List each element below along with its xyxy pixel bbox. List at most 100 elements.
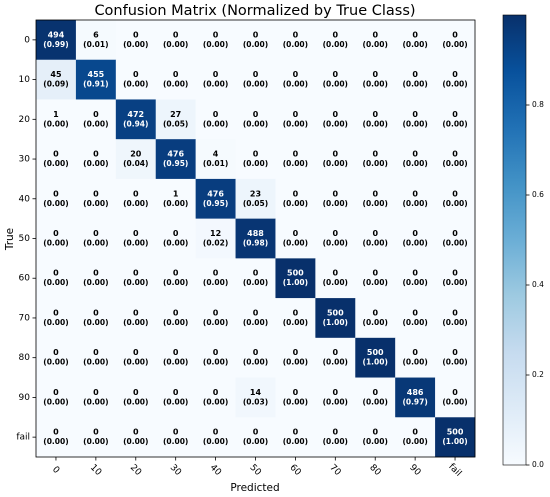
cell [75, 178, 117, 219]
y-tick-label: 90 [19, 393, 31, 403]
cell [235, 99, 276, 140]
cell-count: 0 [53, 150, 59, 159]
cell-normalized: (0.00) [43, 397, 68, 406]
cell-normalized: (0.00) [323, 437, 348, 446]
x-tick-label: 30 [168, 463, 183, 478]
cell [115, 20, 157, 61]
cell-count: 0 [372, 308, 378, 317]
cell-normalized: (0.00) [363, 199, 388, 208]
cell-count: 0 [293, 308, 299, 317]
cell-count: 0 [293, 348, 299, 357]
cell-normalized: (0.00) [243, 358, 268, 367]
cell [435, 139, 476, 180]
cell-count: 0 [412, 308, 418, 317]
cell-count: 0 [213, 308, 219, 317]
cell-count: 0 [293, 150, 299, 159]
cell [315, 178, 356, 219]
cell [36, 178, 77, 219]
cell [395, 377, 436, 418]
cell [235, 258, 276, 299]
cell-count: 0 [372, 428, 378, 437]
cell-normalized: (0.00) [123, 199, 148, 208]
cell-count: 0 [372, 150, 378, 159]
cell-count: 494 [48, 30, 65, 39]
cell-count: 27 [170, 110, 181, 119]
cell-normalized: (0.01) [203, 159, 228, 168]
cell-count: 0 [412, 70, 418, 79]
cell-count: 0 [372, 30, 378, 39]
cell-count: 0 [412, 189, 418, 198]
cell-count: 0 [333, 110, 339, 119]
cell [275, 218, 316, 259]
cell-normalized: (0.00) [402, 159, 427, 168]
cell-count: 500 [287, 269, 304, 278]
cell-normalized: (0.00) [83, 119, 108, 128]
cell-normalized: (0.04) [123, 159, 148, 168]
cell-count: 0 [93, 388, 99, 397]
cell-count: 0 [452, 70, 458, 79]
cell-normalized: (0.00) [363, 437, 388, 446]
cell [435, 178, 476, 219]
cell-normalized: (0.98) [243, 239, 268, 248]
cell-count: 0 [93, 189, 99, 198]
cell-normalized: (0.00) [283, 80, 308, 89]
cell-count: 0 [412, 150, 418, 159]
cell-count: 0 [452, 189, 458, 198]
cell-count: 0 [53, 229, 59, 238]
cell-normalized: (0.00) [323, 80, 348, 89]
cell-count: 0 [333, 388, 339, 397]
cell [115, 298, 157, 339]
cell-normalized: (0.00) [83, 199, 108, 208]
cell-normalized: (0.00) [323, 278, 348, 287]
cell-count: 0 [213, 428, 219, 437]
y-tick-label: 70 [19, 313, 31, 323]
cell-normalized: (0.00) [203, 80, 228, 89]
cell [115, 59, 157, 100]
cell [355, 218, 396, 259]
cell-count: 488 [247, 229, 264, 238]
cell-count: 0 [372, 70, 378, 79]
cell-count: 0 [173, 308, 179, 317]
cell-normalized: (0.03) [243, 397, 268, 406]
cell-normalized: (0.00) [402, 119, 427, 128]
cell-normalized: (0.00) [123, 437, 148, 446]
cell-normalized: (0.00) [402, 199, 427, 208]
cell [195, 258, 236, 299]
cell-normalized: (0.00) [163, 199, 188, 208]
cell [355, 417, 396, 458]
cell-count: 0 [452, 150, 458, 159]
cell-count: 0 [412, 348, 418, 357]
cell-count: 0 [253, 110, 259, 119]
x-tick-label: 20 [128, 463, 143, 478]
cell-count: 0 [213, 388, 219, 397]
cell-count: 0 [333, 269, 339, 278]
cell-normalized: (0.00) [323, 199, 348, 208]
cell-normalized: (0.00) [323, 40, 348, 49]
cell-count: 0 [53, 428, 59, 437]
x-tick-label: 50 [248, 463, 263, 478]
cell-normalized: (0.00) [283, 40, 308, 49]
cell-count: 0 [53, 348, 59, 357]
cell-normalized: (0.00) [363, 119, 388, 128]
cell [155, 377, 196, 418]
cell [355, 139, 396, 180]
cell-count: 0 [293, 70, 299, 79]
cell [435, 218, 476, 259]
cell [275, 337, 316, 378]
cell-count: 0 [333, 70, 339, 79]
cell [235, 20, 276, 61]
cell-count: 0 [133, 189, 139, 198]
cell-normalized: (0.00) [123, 278, 148, 287]
cell-count: 0 [452, 229, 458, 238]
cell-normalized: (0.00) [442, 239, 467, 248]
cell-normalized: (0.00) [243, 437, 268, 446]
cell-normalized: (0.00) [203, 40, 228, 49]
y-tick-label: 20 [19, 115, 31, 125]
cell-normalized: (0.00) [123, 239, 148, 248]
cell-count: 1 [53, 110, 59, 119]
cell-count: 0 [53, 269, 59, 278]
cell-count: 0 [173, 70, 179, 79]
cell-count: 0 [372, 269, 378, 278]
cell-normalized: (0.00) [363, 80, 388, 89]
cell-count: 0 [173, 269, 179, 278]
